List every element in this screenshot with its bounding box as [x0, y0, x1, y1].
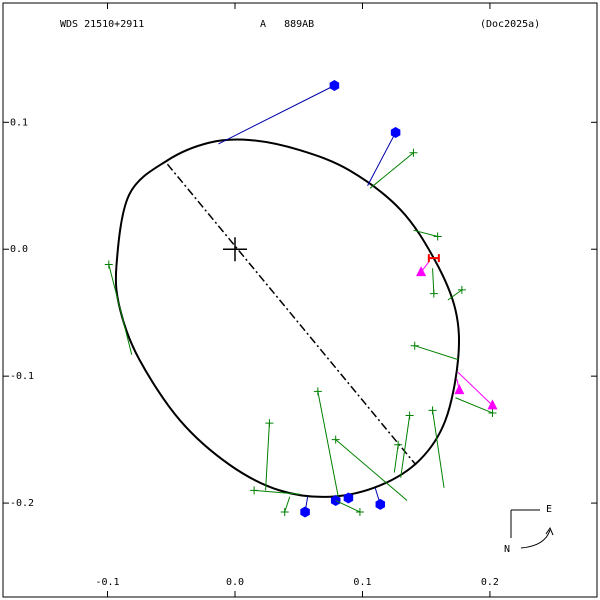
residual-line: [265, 423, 270, 491]
residual-line: [317, 391, 339, 497]
node-line: [166, 163, 417, 466]
observation-plus: [457, 285, 466, 294]
observation-triangle: [487, 399, 498, 410]
observation-plus: [250, 486, 259, 495]
residual-line: [108, 264, 133, 355]
chart-subtitle: A 889AB: [260, 19, 314, 30]
y-tick-label: 0.1: [10, 117, 28, 128]
x-tick-label: 0.0: [226, 577, 244, 588]
residual-line: [254, 489, 301, 495]
observation-triangle: [454, 384, 465, 395]
residual-line: [455, 397, 493, 414]
observation-hexagon: [300, 506, 310, 518]
residual-line: [432, 410, 445, 488]
residual-line: [218, 85, 335, 145]
observation-plus: [313, 387, 322, 396]
observation-plus: [265, 419, 274, 428]
residual-line: [284, 496, 291, 513]
observation-hexagon: [375, 498, 386, 510]
residual-line: [414, 345, 459, 361]
compass-arrowhead: [545, 526, 554, 536]
observation-plus: [405, 411, 414, 420]
observation-plus: [355, 507, 364, 516]
observation-plus: [409, 148, 418, 157]
observation-hexagon: [329, 80, 340, 91]
residual-line: [400, 415, 411, 478]
observation-hexagon: [343, 492, 354, 504]
residual-line: [367, 132, 397, 187]
observation-plus: [428, 406, 437, 415]
primary-star: [222, 237, 247, 262]
y-tick-label: -0.1: [10, 371, 34, 382]
x-tick-label: 0.1: [353, 577, 371, 588]
observation-plus: [280, 507, 289, 516]
residual-line: [369, 152, 414, 189]
residual-line: [413, 229, 438, 238]
residual-line: [393, 444, 399, 473]
x-tick-label: 0.2: [481, 577, 499, 588]
observation-plus: [488, 408, 497, 417]
observation-triangle: [416, 266, 427, 277]
residual-line: [432, 268, 435, 294]
orbit-ellipse: [114, 138, 461, 498]
observation-hexagon: [390, 126, 401, 138]
y-tick-label: -0.2: [10, 498, 34, 509]
observation-plus: [394, 440, 403, 449]
residual-line: [457, 371, 493, 406]
observation-plus: [410, 341, 419, 350]
error-bar: [427, 254, 440, 263]
observation-plus: [433, 232, 442, 241]
compass-north: N: [504, 544, 510, 555]
compass-east: E: [546, 504, 552, 515]
compass-arrow: [520, 529, 551, 549]
residual-line: [335, 439, 408, 501]
residual-line: [335, 500, 361, 513]
residual-line: [447, 289, 463, 301]
y-tick-label: 0.0: [10, 244, 28, 255]
reference: (Doc2025a): [480, 19, 540, 30]
compass: E N: [504, 504, 554, 555]
x-tick-label: -0.1: [95, 577, 119, 588]
chart-title: WDS 21510+2911: [60, 19, 144, 30]
observation-plus: [429, 289, 438, 298]
observation-plus: [331, 435, 340, 444]
observation-plus: [104, 260, 113, 269]
